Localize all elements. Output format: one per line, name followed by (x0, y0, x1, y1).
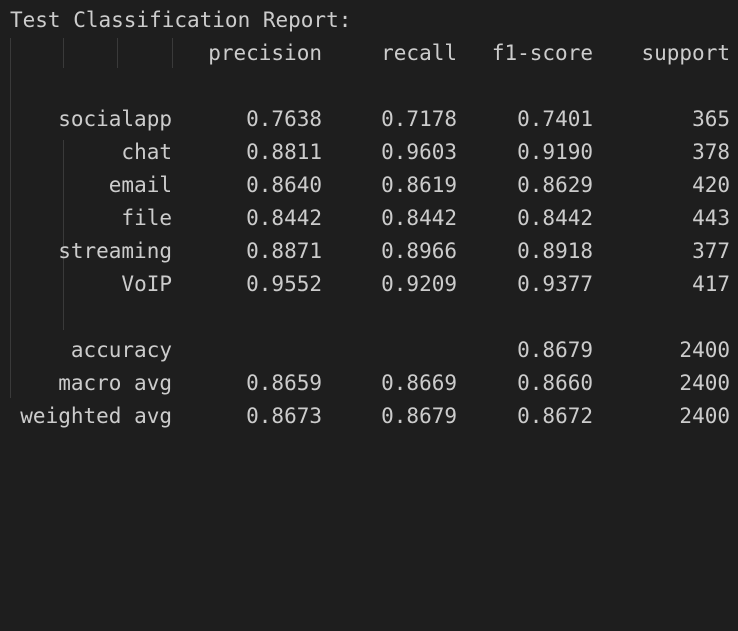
indent-guide (63, 38, 64, 68)
f1-value: 0.9190 (517, 140, 593, 164)
indent-guide (63, 140, 64, 330)
column-header-precision: precision (208, 41, 322, 65)
row-label: email (108, 173, 172, 197)
f1-value: 0.7401 (517, 107, 593, 131)
row-label: VoIP (121, 272, 172, 296)
recall-value: 0.9603 (381, 140, 457, 164)
row-label: macro avg (58, 371, 172, 395)
report-row: VoIP 0.9552 0.9209 0.9377 417 (0, 268, 738, 301)
report-row: socialapp 0.7638 0.7178 0.7401 365 (0, 103, 738, 136)
column-header-support: support (641, 41, 730, 65)
indent-guide (117, 38, 118, 68)
summary-row: accuracy 0.8679 2400 (0, 334, 738, 367)
precision-value: 0.7638 (246, 107, 322, 131)
recall-value: 0.8669 (381, 371, 457, 395)
f1-value: 0.8918 (517, 239, 593, 263)
indent-guide (172, 38, 173, 68)
column-header-f1-score: f1-score (491, 41, 593, 65)
f1-value: 0.8672 (517, 404, 593, 428)
indent-guide (10, 38, 11, 398)
row-label: streaming (58, 239, 172, 263)
f1-value: 0.8442 (517, 206, 593, 230)
summary-row: macro avg 0.8659 0.8669 0.8660 2400 (0, 367, 738, 400)
precision-value: 0.8673 (246, 404, 322, 428)
recall-value: 0.7178 (381, 107, 457, 131)
precision-value: 0.8811 (246, 140, 322, 164)
support-value: 443 (692, 206, 730, 230)
column-header-recall: recall (381, 41, 457, 65)
support-value: 2400 (679, 404, 730, 428)
support-value: 377 (692, 239, 730, 263)
precision-value: 0.8640 (246, 173, 322, 197)
row-label: accuracy (70, 338, 172, 362)
recall-value: 0.8679 (381, 404, 457, 428)
f1-value: 0.8629 (517, 173, 593, 197)
f1-value: 0.9377 (517, 272, 593, 296)
recall-value: 0.8442 (381, 206, 457, 230)
report-header: precision recall f1-score support (0, 37, 738, 70)
support-value: 417 (692, 272, 730, 296)
support-value: 420 (692, 173, 730, 197)
recall-value: 0.8966 (381, 239, 457, 263)
recall-value: 0.8619 (381, 173, 457, 197)
row-label: weighted avg (20, 404, 172, 428)
f1-value: 0.8660 (517, 371, 593, 395)
precision-value: 0.8871 (246, 239, 322, 263)
support-value: 2400 (679, 371, 730, 395)
f1-value: 0.8679 (517, 338, 593, 362)
report-row: email 0.8640 0.8619 0.8629 420 (0, 169, 738, 202)
precision-value: 0.9552 (246, 272, 322, 296)
precision-value: 0.8442 (246, 206, 322, 230)
report-row: streaming 0.8871 0.8966 0.8918 377 (0, 235, 738, 268)
row-label: file (121, 206, 172, 230)
report-row: chat 0.8811 0.9603 0.9190 378 (0, 136, 738, 169)
summary-row: weighted avg 0.8673 0.8679 0.8672 2400 (0, 400, 738, 433)
recall-value: 0.9209 (381, 272, 457, 296)
precision-value: 0.8659 (246, 371, 322, 395)
report-title: Test Classification Report: (10, 8, 352, 32)
support-value: 365 (692, 107, 730, 131)
row-label: chat (121, 140, 172, 164)
row-label: socialapp (58, 107, 172, 131)
support-value: 2400 (679, 338, 730, 362)
support-value: 378 (692, 140, 730, 164)
report-row: file 0.8442 0.8442 0.8442 443 (0, 202, 738, 235)
terminal-output: Test Classification Report: precision re… (0, 8, 738, 433)
